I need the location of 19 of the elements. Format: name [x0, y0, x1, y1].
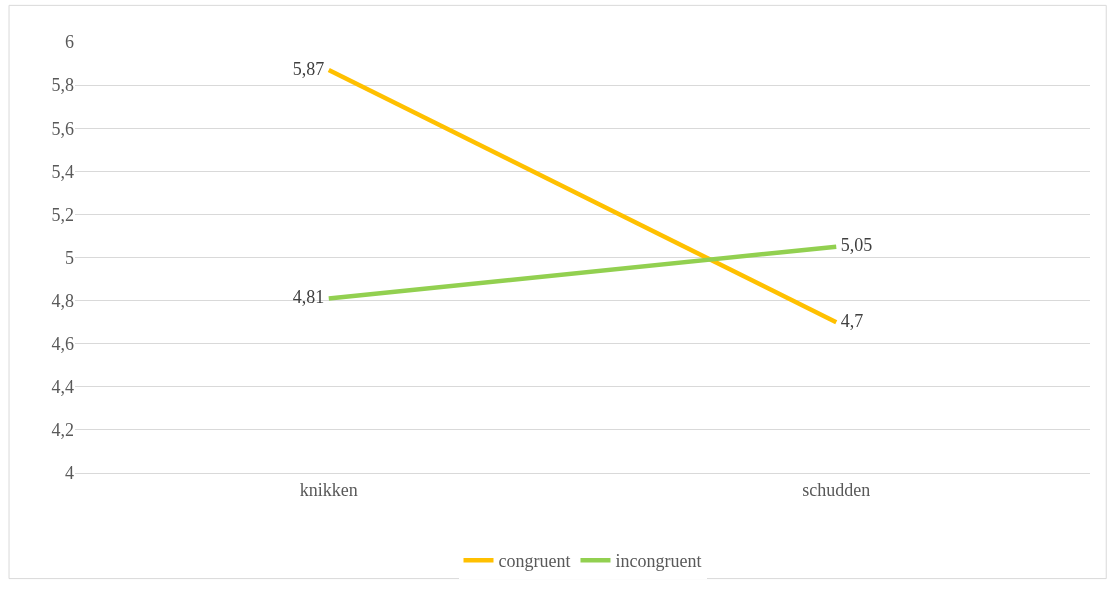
- y-tick-label: 6: [65, 32, 74, 53]
- y-tick-label: 5,2: [51, 204, 74, 225]
- y-tick-label: 4,8: [51, 290, 74, 311]
- data-label: 4,81: [288, 286, 329, 307]
- y-tick-label: 4: [65, 463, 74, 484]
- y-tick-label: 4,2: [51, 420, 74, 441]
- data-label: 5,05: [836, 235, 877, 256]
- y-tick-label: 5,4: [51, 161, 74, 182]
- x-tick-label: knikken: [299, 479, 358, 500]
- y-tick-label: 4,6: [51, 334, 74, 354]
- data-label: 4,7: [836, 310, 868, 331]
- legend-label: congruent: [498, 551, 571, 572]
- data-label: 5,87: [288, 58, 329, 79]
- x-tick-label: schudden: [802, 479, 871, 500]
- y-tick-label: 5: [65, 247, 74, 268]
- legend-label: incongruent: [615, 551, 702, 572]
- y-tick-label: 5,6: [51, 118, 74, 139]
- y-tick-label: 4,4: [51, 377, 74, 398]
- y-tick-label: 5,8: [51, 75, 74, 96]
